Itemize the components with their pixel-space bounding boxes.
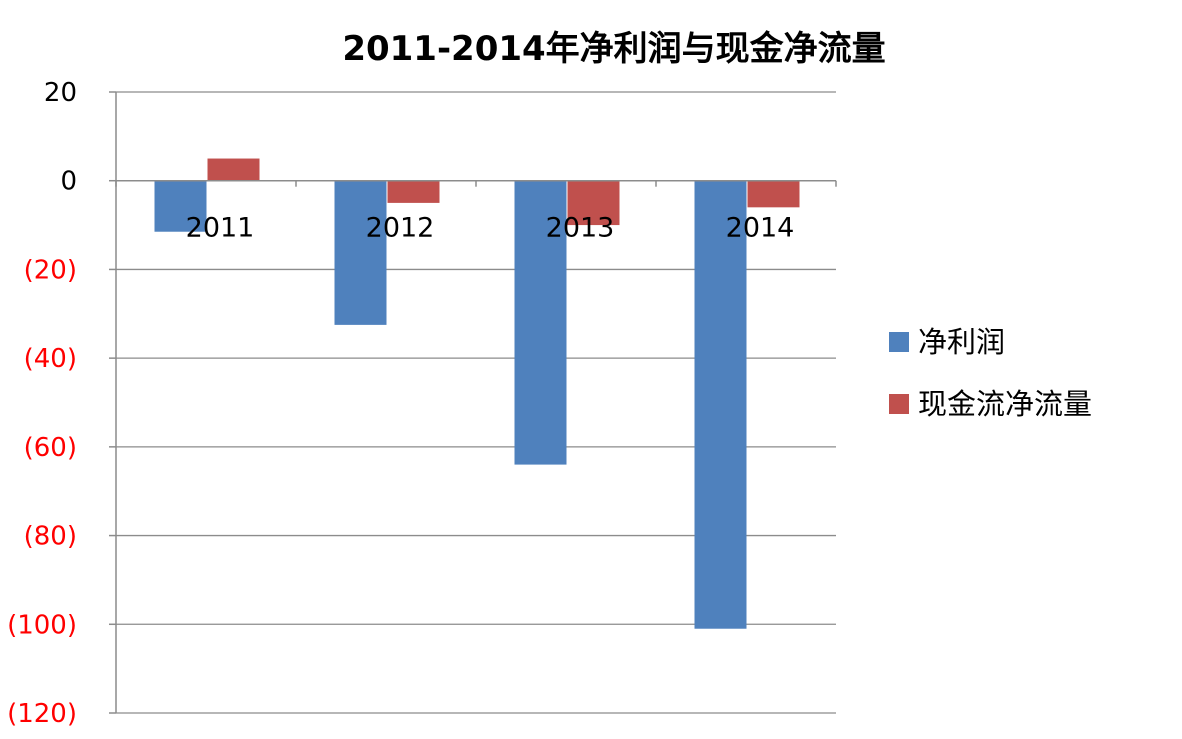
y-tick-label: (100) xyxy=(7,610,77,640)
y-tick-label: 0 xyxy=(60,167,77,197)
x-category-label: 2011 xyxy=(186,213,255,244)
gridlines xyxy=(116,91,836,714)
bars xyxy=(154,158,800,629)
bar-cash-flow-2013 xyxy=(567,180,620,226)
bar-net-profit-2014 xyxy=(694,180,747,629)
chart-title: 2011-2014年净利润与现金净流量 xyxy=(342,29,885,69)
y-tick-label: (120) xyxy=(7,699,77,729)
x-axis-category-labels: 2011 2012 2013 2014 xyxy=(186,213,795,244)
y-axis-tick-labels: 20 0 (20) (40) (60) (80) (100) (120) xyxy=(7,78,77,729)
legend-swatch xyxy=(889,332,909,352)
bar-cash-flow-2014 xyxy=(747,180,800,208)
legend-label: 现金流净流量 xyxy=(918,387,1092,421)
y-tick-label: (60) xyxy=(24,433,77,463)
legend-label: 净利润 xyxy=(918,325,1005,359)
x-category-label: 2014 xyxy=(726,213,795,244)
y-tick-label: (20) xyxy=(24,255,77,285)
bar-net-profit-2011 xyxy=(154,180,207,232)
y-tick-label: 20 xyxy=(44,78,77,108)
x-category-label: 2012 xyxy=(366,213,435,244)
y-tick-label: (40) xyxy=(24,344,77,374)
bar-net-profit-2013 xyxy=(514,180,567,465)
y-tick-label: (80) xyxy=(24,522,77,552)
bar-cash-flow-2011 xyxy=(207,158,260,181)
bar-net-profit-2012 xyxy=(334,180,387,325)
bar-cash-flow-2012 xyxy=(387,180,440,203)
axes xyxy=(109,91,837,714)
x-category-label: 2013 xyxy=(546,213,615,244)
legend-swatch xyxy=(889,394,909,414)
